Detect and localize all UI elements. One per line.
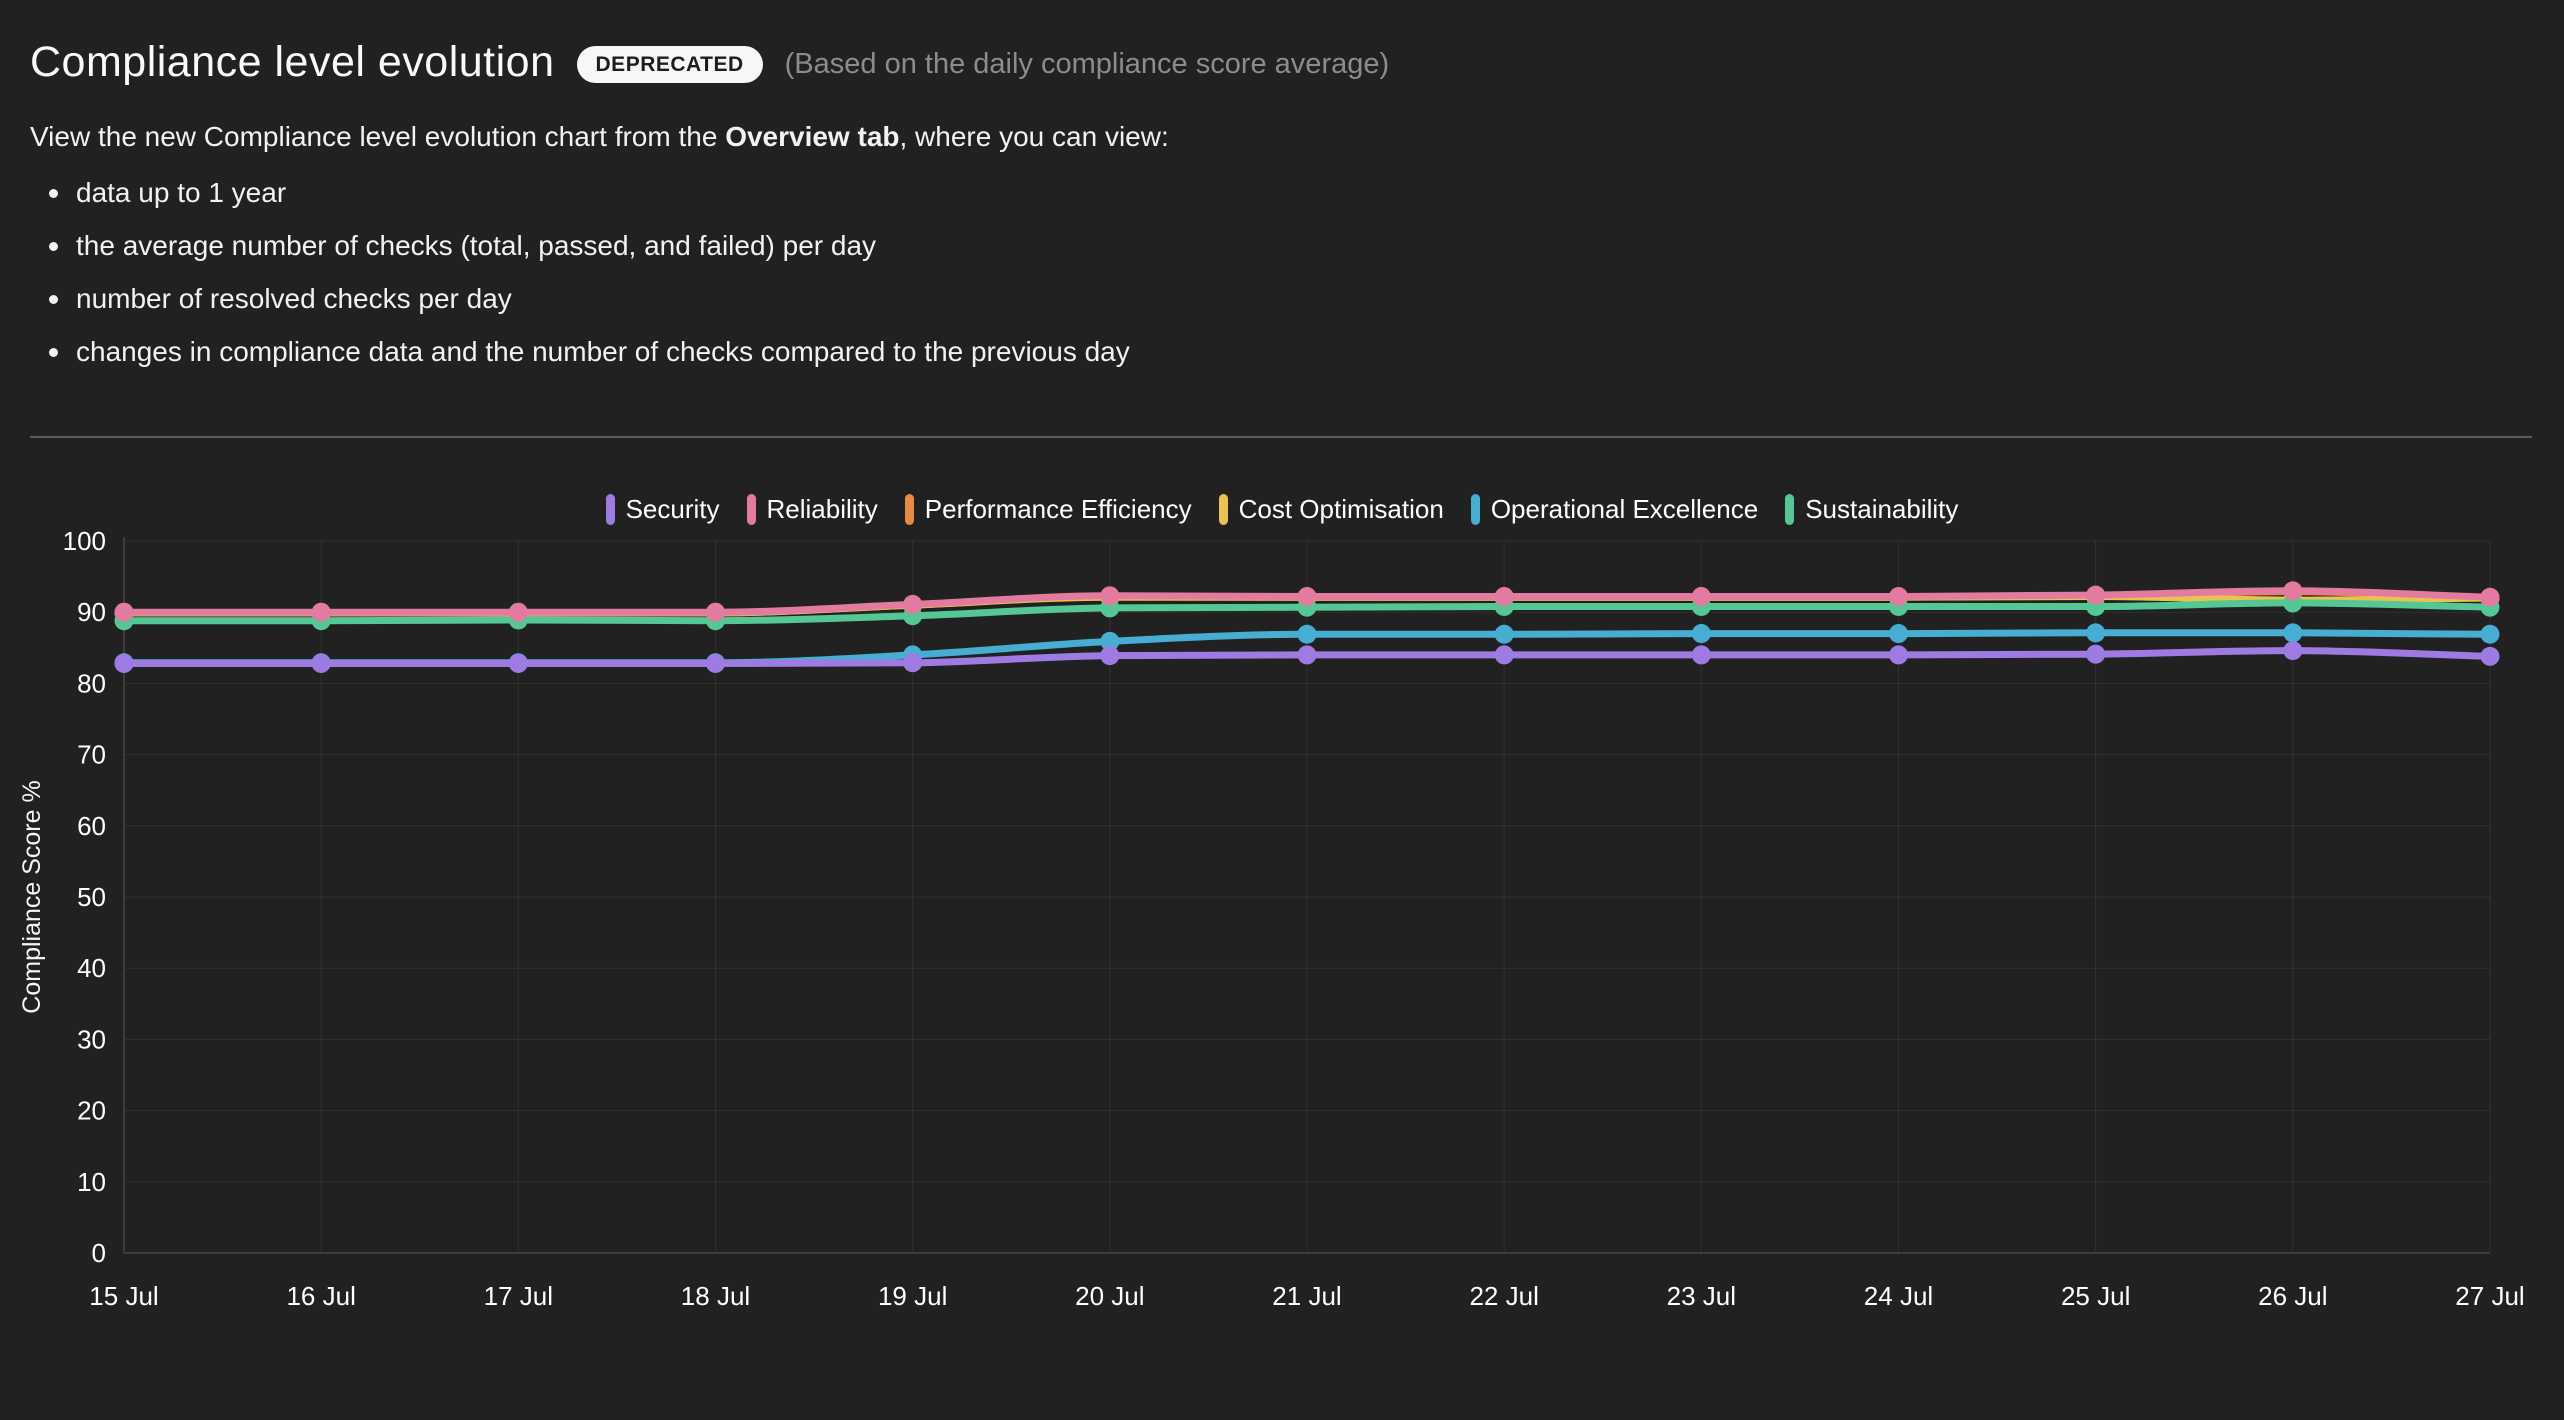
legend-label: Performance Efficiency xyxy=(924,494,1192,524)
y-tick-label: 60 xyxy=(77,811,106,841)
chart-legend: Security Reliability Performance Efficienc… xyxy=(0,494,2564,525)
bullet-item: changes in compliance data and the numbe… xyxy=(49,336,2534,368)
data-point-security xyxy=(1691,645,1711,665)
data-point-security xyxy=(1100,646,1120,666)
data-point-security xyxy=(1494,645,1514,665)
data-point-operational-excellence xyxy=(2086,623,2106,643)
bullet-item: number of resolved checks per day xyxy=(49,283,2534,315)
legend-item-operational-excellence[interactable]: Operational Excellence xyxy=(1470,494,1759,525)
data-point-security xyxy=(114,653,134,673)
legend-swatch-icon xyxy=(1470,494,1480,525)
y-tick-label: 50 xyxy=(77,882,106,912)
data-point-reliability xyxy=(311,602,331,622)
x-tick-label: 19 Jul xyxy=(878,1281,947,1311)
data-point-operational-excellence xyxy=(1100,631,1120,651)
legend-item-security[interactable]: Security xyxy=(605,494,720,525)
data-point-security xyxy=(2086,644,2106,664)
data-point-reliability xyxy=(1889,587,1908,607)
legend-swatch-icon xyxy=(1218,494,1228,525)
x-tick-label: 21 Jul xyxy=(1272,1281,1341,1311)
legend-item-performance-efficiency[interactable]: Performance Efficiency xyxy=(904,494,1192,525)
legend-swatch-icon xyxy=(1785,494,1795,525)
x-tick-label: 27 Jul xyxy=(2455,1281,2524,1311)
data-point-reliability xyxy=(2086,585,2106,605)
data-point-security xyxy=(1297,645,1317,665)
section-divider xyxy=(30,436,2532,438)
page-title: Compliance level evolution xyxy=(30,38,555,86)
bullet-item: data up to 1 year xyxy=(49,177,2534,209)
y-tick-label: 20 xyxy=(77,1096,106,1126)
y-tick-label: 90 xyxy=(77,597,106,627)
x-tick-label: 24 Jul xyxy=(1864,1281,1933,1311)
data-point-reliability xyxy=(2480,587,2500,607)
series-reliability xyxy=(114,581,2500,622)
data-point-security xyxy=(706,653,725,673)
y-tick-label: 0 xyxy=(92,1238,106,1268)
data-point-reliability xyxy=(1297,587,1317,607)
data-point-reliability xyxy=(2283,581,2303,601)
data-point-operational-excellence xyxy=(2480,624,2500,644)
x-axis-labels: 15 Jul 16 Jul 17 Jul 18 Jul 19 Jul 20 Jul 21 J… xyxy=(89,1281,2524,1311)
data-point-operational-excellence xyxy=(1494,624,1514,644)
data-point-security xyxy=(903,653,923,673)
x-tick-label: 17 Jul xyxy=(484,1281,553,1311)
intro-suffix: , where you can view: xyxy=(899,121,1169,152)
data-point-security xyxy=(1889,645,1908,665)
data-point-reliability xyxy=(114,602,134,622)
y-tick-label: 40 xyxy=(77,953,106,983)
legend-swatch-icon xyxy=(904,494,914,525)
data-point-security xyxy=(2480,646,2500,666)
data-point-operational-excellence xyxy=(1297,624,1317,644)
y-axis-title: Compliance Score % xyxy=(18,780,46,1013)
data-point-operational-excellence xyxy=(1889,624,1908,644)
page-subtitle: (Based on the daily compliance score ave… xyxy=(784,48,1390,80)
legend-label: Sustainability xyxy=(1805,494,1959,524)
title-row: Compliance level evolution DEPRECATED (B… xyxy=(30,38,2534,87)
chart-header: Compliance level evolution DEPRECATED (B… xyxy=(30,38,2534,389)
bullet-item: the average number of checks (total, pas… xyxy=(49,230,2534,262)
legend-label: Reliability xyxy=(766,494,878,524)
x-tick-label: 15 Jul xyxy=(89,1281,158,1311)
intro-prefix: View the new Compliance level evolution … xyxy=(30,121,726,152)
x-tick-label: 16 Jul xyxy=(286,1281,355,1311)
data-point-security xyxy=(2283,641,2303,661)
x-tick-label: 23 Jul xyxy=(1667,1281,1736,1311)
data-point-reliability xyxy=(1100,586,1120,606)
legend-label: Cost Optimisation xyxy=(1238,494,1444,524)
feature-bullet-list: data up to 1 year the average number of … xyxy=(30,177,2534,368)
deprecated-badge: DEPRECATED xyxy=(576,46,763,83)
data-point-operational-excellence xyxy=(1691,624,1711,644)
series-security xyxy=(114,641,2500,673)
intro-overview-tab: Overview tab xyxy=(725,121,900,152)
data-point-operational-excellence xyxy=(2283,623,2303,643)
legend-label: Security xyxy=(625,494,720,524)
legend-item-reliability[interactable]: Reliability xyxy=(746,494,878,525)
y-tick-label: 10 xyxy=(77,1167,106,1197)
y-tick-label: 30 xyxy=(77,1024,106,1054)
data-point-reliability xyxy=(1494,587,1514,607)
legend-label: Operational Excellence xyxy=(1490,494,1759,524)
y-tick-label: 70 xyxy=(77,740,106,770)
data-point-security xyxy=(508,653,528,673)
data-point-security xyxy=(311,653,331,673)
legend-item-sustainability[interactable]: Sustainability xyxy=(1785,494,1958,525)
y-axis-labels: 0 10 20 30 40 50 60 70 80 90 100 xyxy=(63,526,106,1268)
x-tick-label: 25 Jul xyxy=(2061,1281,2130,1311)
x-tick-label: 18 Jul xyxy=(681,1281,750,1311)
data-point-reliability xyxy=(706,602,725,622)
legend-swatch-icon xyxy=(746,494,756,525)
data-point-reliability xyxy=(508,602,528,622)
data-point-reliability xyxy=(1691,587,1711,607)
x-tick-label: 26 Jul xyxy=(2258,1281,2327,1311)
y-tick-label: 80 xyxy=(77,668,106,698)
data-point-reliability xyxy=(903,594,923,614)
x-tick-label: 20 Jul xyxy=(1075,1281,1144,1311)
legend-swatch-icon xyxy=(605,494,615,525)
legend-item-cost-optimisation[interactable]: Cost Optimisation xyxy=(1218,494,1444,525)
y-tick-label: 100 xyxy=(63,526,106,556)
x-tick-label: 22 Jul xyxy=(1469,1281,1538,1311)
intro-text: View the new Compliance level evolution … xyxy=(30,121,2534,153)
